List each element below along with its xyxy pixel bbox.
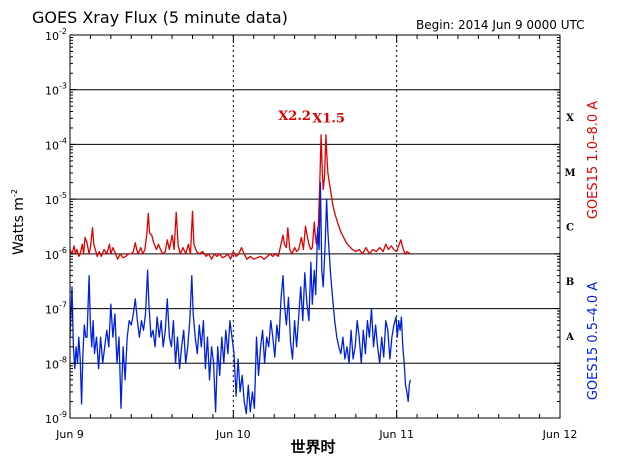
y-tick-base: 10 <box>45 85 59 98</box>
flare-annotations: X2.2 X1.5 <box>278 109 345 127</box>
y-tick-label: 10-2 <box>45 27 67 43</box>
begin-time: Begin: 2014 Jun 9 0000 UTC <box>416 18 585 32</box>
y-tick-base: 10 <box>45 304 59 317</box>
y-tick-exponent: -3 <box>59 82 67 91</box>
y-tick-exponent: -7 <box>59 301 67 310</box>
y-tick-label: 10-8 <box>45 355 67 371</box>
series-line-short <box>69 182 411 415</box>
flare-annotation: X2.2 <box>278 109 311 124</box>
y-tick-base: 10 <box>45 413 59 426</box>
y-axis-ticks: 10-910-810-710-610-510-410-310-2 <box>45 27 560 426</box>
legend-long-channel: GOES15 1.0–8.0 A <box>586 101 601 219</box>
y-tick-label: 10-5 <box>45 191 67 207</box>
x-tick-label: Jun 12 <box>542 428 578 441</box>
x-tick-label: Jun 9 <box>55 428 84 441</box>
y-tick-exponent: -4 <box>59 136 67 145</box>
y-tick-exponent: -9 <box>59 410 67 419</box>
chart-title: GOES Xray Flux (5 minute data) <box>32 8 288 27</box>
flare-class-A: A <box>565 332 574 343</box>
y-tick-label: 10-3 <box>45 82 67 98</box>
y-tick-base: 10 <box>45 194 59 207</box>
x-tick-label: Jun 11 <box>378 428 414 441</box>
grid <box>70 35 560 418</box>
y-tick-label: 10-7 <box>45 301 67 317</box>
y-axis-label: Watts m-2 <box>10 189 27 255</box>
flare-class-M: M <box>564 168 575 179</box>
flare-class-X: X <box>566 113 574 124</box>
y-axis-label-text: Watts m <box>11 197 27 255</box>
y-tick-base: 10 <box>45 249 59 262</box>
legend-short-channel: GOES15 0.5–4.0 A <box>586 282 601 400</box>
series-line-long <box>69 134 411 260</box>
y-tick-base: 10 <box>45 358 59 371</box>
y-tick-exponent: -2 <box>59 27 67 36</box>
y-axis-label-sup: -2 <box>10 189 19 197</box>
y-tick-label: 10-9 <box>45 410 67 426</box>
y-tick-label: 10-6 <box>45 246 67 262</box>
x-axis-ticks: Jun 9 Jun 10 Jun 11 Jun 12 <box>55 35 577 441</box>
flare-class-labels: X M C B A <box>564 113 575 343</box>
y-tick-base: 10 <box>45 139 59 152</box>
flare-class-C: C <box>566 223 574 234</box>
y-tick-base: 10 <box>45 30 59 43</box>
y-tick-exponent: -5 <box>59 191 67 200</box>
x-axis-label: 世界时 <box>290 438 335 456</box>
x-tick-label: Jun 10 <box>215 428 251 441</box>
flare-annotation: X1.5 <box>312 112 345 127</box>
y-tick-exponent: -6 <box>59 246 67 255</box>
flare-class-B: B <box>566 277 574 288</box>
series-layer <box>69 134 411 415</box>
y-tick-label: 10-4 <box>45 136 67 152</box>
y-tick-exponent: -8 <box>59 355 67 364</box>
